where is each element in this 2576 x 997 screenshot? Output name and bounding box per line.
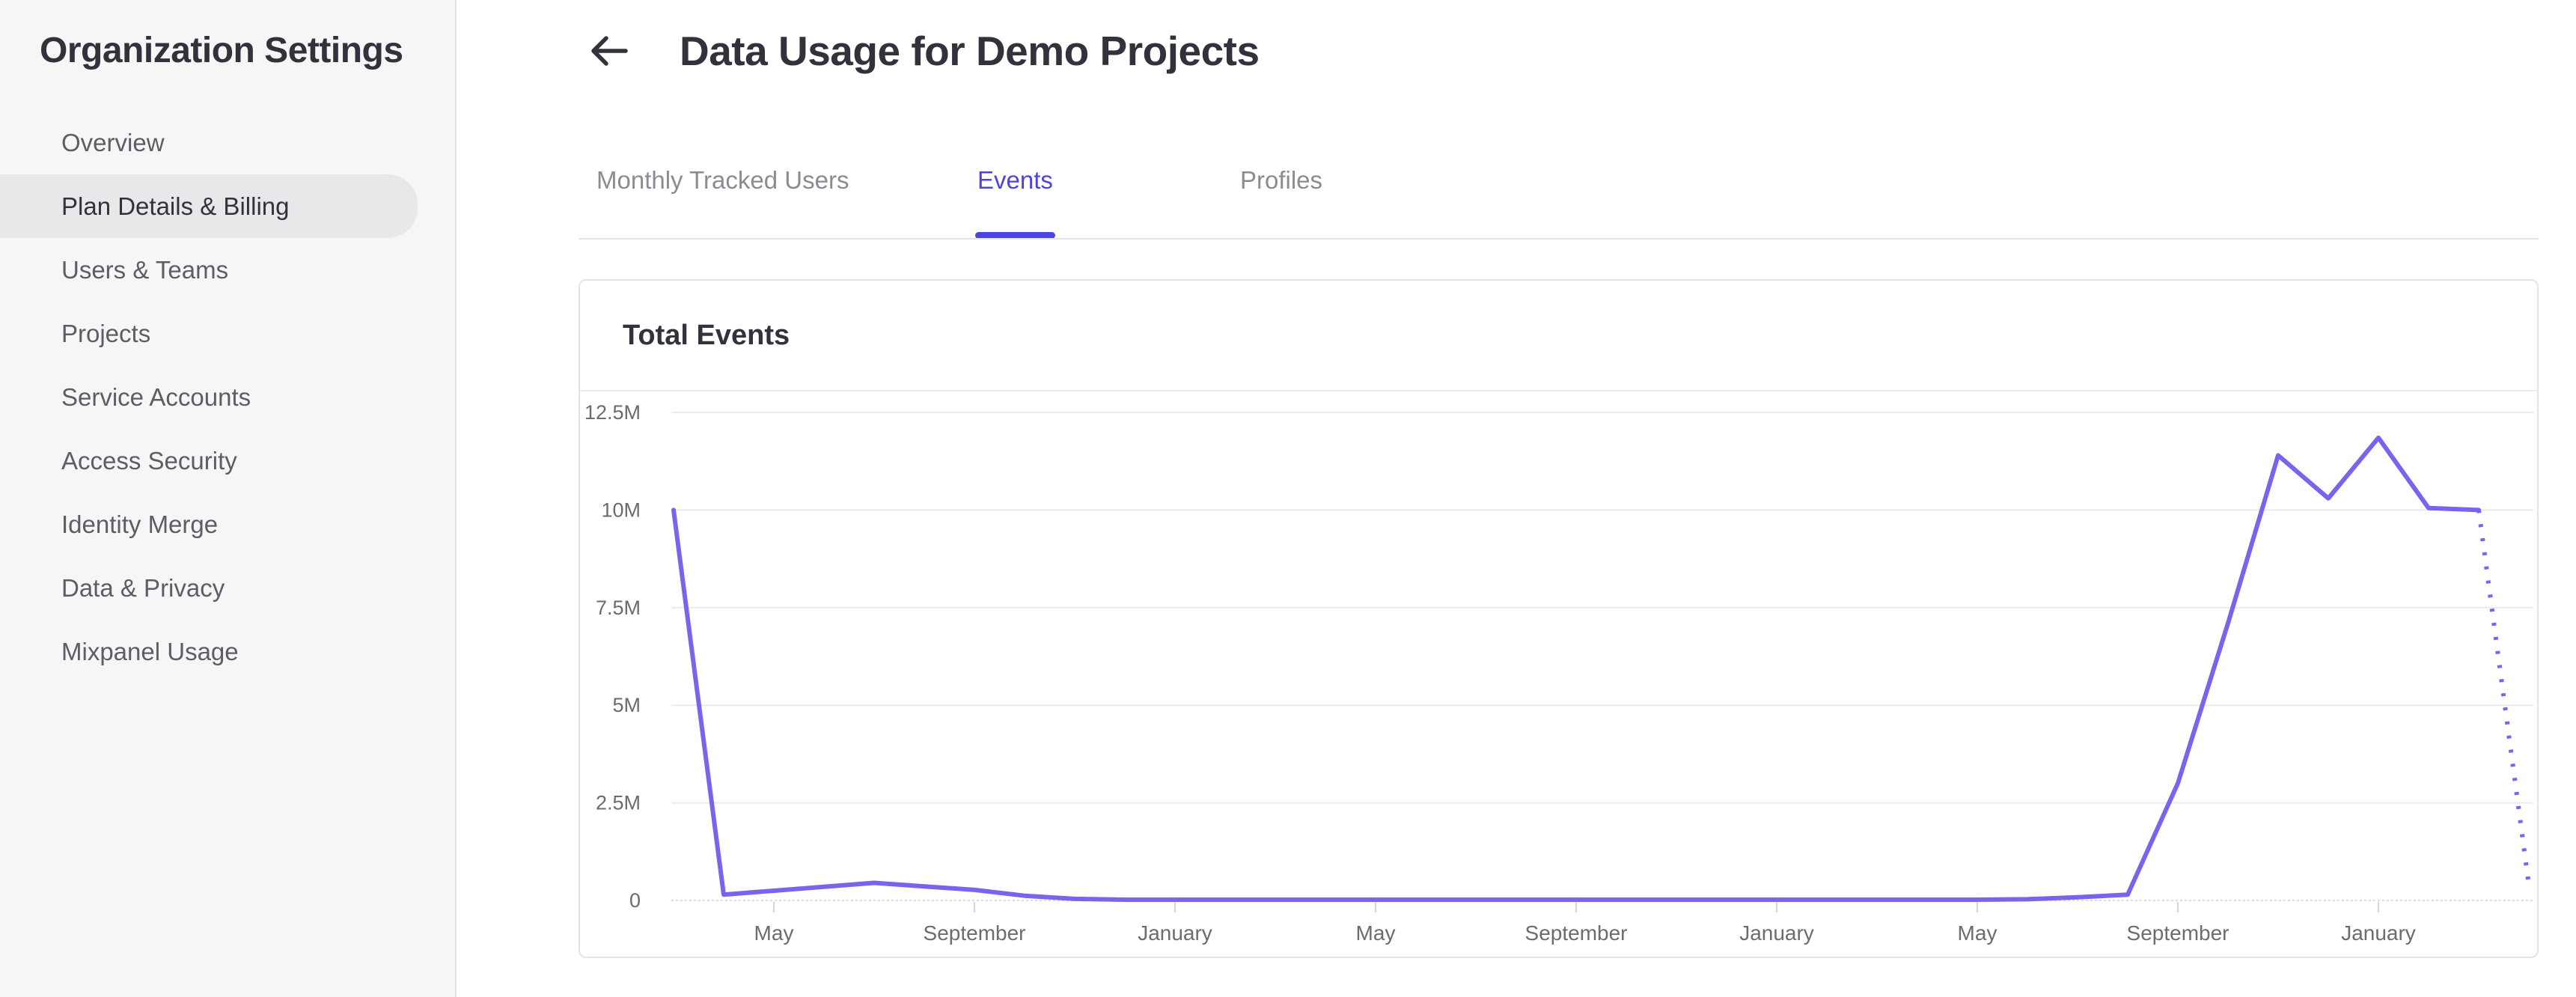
total-events-projection-line <box>2476 510 2531 885</box>
chart-title: Total Events <box>623 319 790 351</box>
sidebar-item-overview[interactable]: Overview <box>61 128 165 156</box>
card-header: Total Events <box>580 281 2537 391</box>
tab-divider <box>579 238 2539 240</box>
sidebar-item-plan-details-billing[interactable]: Plan Details & Billing <box>0 174 418 238</box>
x-axis-label: September <box>924 921 1026 945</box>
y-axis-label: 2.5M <box>596 792 641 814</box>
y-axis-label: 5M <box>612 694 641 716</box>
sidebar-item-mixpanel-usage[interactable]: Mixpanel Usage <box>61 637 239 665</box>
sidebar: Organization Settings Overview Plan Deta… <box>0 0 457 997</box>
y-axis-label: 10M <box>601 498 641 521</box>
sidebar-nav: Overview Plan Details & Billing Users & … <box>0 111 457 683</box>
x-axis-label: January <box>2341 921 2416 945</box>
y-axis-label: 12.5M <box>585 401 641 424</box>
sidebar-title: Organization Settings <box>40 31 403 70</box>
y-axis-label: 0 <box>629 889 641 912</box>
sidebar-item-users-teams[interactable]: Users & Teams <box>61 255 229 284</box>
sidebar-item-identity-merge[interactable]: Identity Merge <box>61 510 219 538</box>
page-title: Data Usage for Demo Projects <box>680 28 1260 74</box>
x-axis-label: September <box>2127 921 2229 945</box>
left-arrow-icon <box>591 36 628 66</box>
sidebar-item-access-security[interactable]: Access Security <box>61 446 237 475</box>
x-axis-label: May <box>1958 921 1997 945</box>
sidebar-item-data-privacy[interactable]: Data & Privacy <box>61 573 225 602</box>
sidebar-item-projects[interactable]: Projects <box>61 319 151 347</box>
back-button[interactable] <box>590 33 629 69</box>
tab-profiles[interactable]: Profiles <box>1240 166 1323 194</box>
x-axis-label: May <box>754 921 794 945</box>
x-axis-label: September <box>1525 921 1628 945</box>
x-axis-label: January <box>1138 921 1212 945</box>
x-axis-label: May <box>1356 921 1396 945</box>
total-events-card: Total Events <box>579 279 2539 958</box>
sidebar-item-service-accounts[interactable]: Service Accounts <box>61 382 251 411</box>
y-axis-label: 7.5M <box>596 597 641 619</box>
total-events-line[interactable] <box>671 435 2481 902</box>
tab-monthly-tracked-users[interactable]: Monthly Tracked Users <box>596 166 849 194</box>
tab-events[interactable]: Events <box>975 158 1055 240</box>
x-axis-label: January <box>1739 921 1814 945</box>
